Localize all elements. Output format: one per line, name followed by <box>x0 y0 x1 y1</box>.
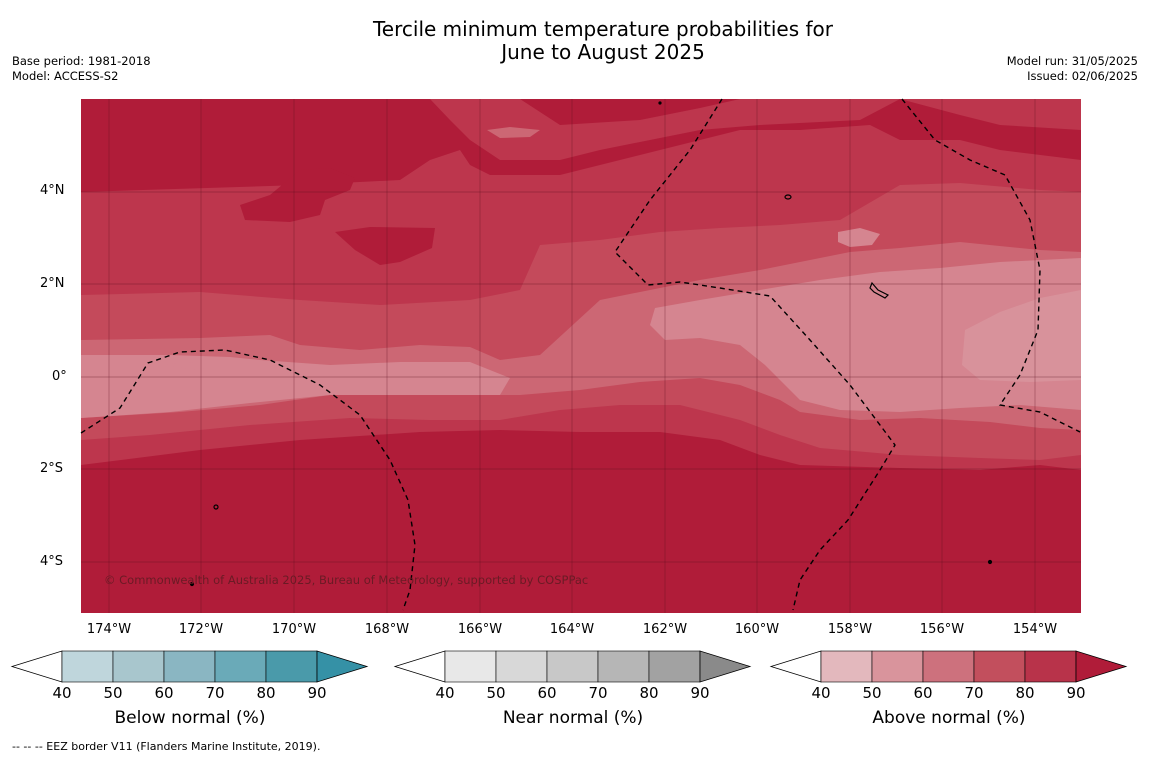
cbar-near-tick: 80 <box>639 684 659 702</box>
island-6 <box>658 101 662 105</box>
lat-label-2n: 2°N <box>40 276 65 291</box>
lon-label-158w: 158°W <box>827 622 873 637</box>
model-run: Model run: 31/05/2025 <box>1006 54 1138 68</box>
islands <box>189 101 993 587</box>
lon-label-172w: 172°W <box>178 622 224 637</box>
lat-label-4n: 4°N <box>40 183 65 198</box>
cbar-near-tick: 40 <box>435 684 455 702</box>
island-4 <box>189 581 195 587</box>
cbar-above-tick: 50 <box>862 684 882 702</box>
colorbar-segment <box>597 650 650 683</box>
model-name: Model: ACCESS-S2 <box>12 69 119 83</box>
eez-footnote: -- -- -- EEZ border V11 (Flanders Marine… <box>12 740 321 753</box>
eez-border-east <box>901 98 1081 433</box>
cbar-below-tick: 50 <box>103 684 123 702</box>
lon-label-154w: 154°W <box>1012 622 1058 637</box>
island-3 <box>213 504 219 510</box>
title-line-2: June to August 2025 <box>501 40 705 64</box>
island-1 <box>784 194 792 200</box>
colorbar-low-arrow <box>10 650 63 683</box>
band-50-60 <box>81 355 510 418</box>
cbar-near-tick: 90 <box>690 684 710 702</box>
colorbar-segment <box>546 650 599 683</box>
blob-light-2 <box>838 228 880 247</box>
colorbar-segment <box>820 650 873 683</box>
colorbar-segment <box>973 650 1026 683</box>
base-period: Base period: 1981-2018 <box>12 54 151 68</box>
lon-label-162w: 162°W <box>642 622 688 637</box>
cbar-above-tick: 90 <box>1066 684 1086 702</box>
cbar-below-tick: 80 <box>256 684 276 702</box>
cbar-below-tick: 70 <box>205 684 225 702</box>
lon-label-164w: 164°W <box>549 622 595 637</box>
lon-label-160w: 160°W <box>734 622 780 637</box>
colorbar-segment <box>495 650 548 683</box>
lon-label-170w: 170°W <box>271 622 317 637</box>
blob-dark-1 <box>240 168 355 222</box>
colorbar-segment <box>871 650 924 683</box>
colorbar-segment <box>214 650 267 683</box>
cbar-near-tick: 50 <box>486 684 506 702</box>
island-2 <box>869 281 890 299</box>
lat-label-0: 0° <box>52 369 67 384</box>
island-5 <box>987 559 993 565</box>
cbar-below-tick: 60 <box>154 684 174 702</box>
cbar-above-tick: 80 <box>1015 684 1035 702</box>
lon-label-174w: 174°W <box>86 622 132 637</box>
blob-light-3 <box>165 362 208 370</box>
colorbar-segment <box>265 650 318 683</box>
issued-date: Issued: 02/06/2025 <box>1027 69 1138 83</box>
grid-lines <box>81 99 1081 613</box>
eez-border-central <box>614 98 896 611</box>
colorbar-below-title: Below normal (%) <box>114 708 266 728</box>
colorbar-low-arrow <box>769 650 822 683</box>
lat-label-4s: 4°S <box>40 554 64 569</box>
colorbar-above <box>769 650 1128 683</box>
colorbar-near-title: Near normal (%) <box>502 708 644 728</box>
colorbar-segment <box>163 650 216 683</box>
eez-border-west <box>80 349 416 611</box>
meta-right: Model run: 31/05/2025 Issued: 02/06/2025 <box>1007 54 1138 84</box>
band-80-90-top <box>430 99 1081 160</box>
chart-title: Tercile minimum temperature probabilitie… <box>0 18 1150 64</box>
colorbar-near <box>393 650 752 683</box>
band-40-50 <box>962 290 1081 382</box>
colorbar-segment <box>922 650 975 683</box>
eez-borders <box>80 98 1081 611</box>
cbar-above-tick: 40 <box>811 684 831 702</box>
lon-label-168w: 168°W <box>364 622 410 637</box>
colorbar-high-arrow <box>316 650 369 683</box>
colorbar-segment <box>444 650 497 683</box>
cbar-near-tick: 60 <box>537 684 557 702</box>
blob-light-1 <box>487 127 540 138</box>
colorbar-segment <box>648 650 701 683</box>
colorbar-high-arrow <box>699 650 752 683</box>
lon-label-156w: 156°W <box>919 622 965 637</box>
lon-label-166w: 166°W <box>457 622 503 637</box>
colorbar-segment <box>1024 650 1077 683</box>
colorbar-segment <box>61 650 114 683</box>
copyright-text: © Commonwealth of Australia 2025, Bureau… <box>104 573 589 587</box>
lat-label-2s: 2°S <box>40 461 64 476</box>
colorbar-segment <box>112 650 165 683</box>
cbar-above-tick: 60 <box>913 684 933 702</box>
cbar-near-tick: 70 <box>588 684 608 702</box>
colorbar-high-arrow <box>1075 650 1128 683</box>
colorbar-below <box>10 650 369 683</box>
cbar-above-tick: 70 <box>964 684 984 702</box>
title-line-1: Tercile minimum temperature probabilitie… <box>372 17 834 41</box>
colorbar-low-arrow <box>393 650 446 683</box>
cbar-below-tick: 90 <box>307 684 327 702</box>
meta-left: Base period: 1981-2018 Model: ACCESS-S2 <box>12 54 151 84</box>
cbar-below-tick: 40 <box>52 684 72 702</box>
blob-dark-2 <box>335 227 435 265</box>
colorbar-above-title: Above normal (%) <box>872 708 1026 728</box>
